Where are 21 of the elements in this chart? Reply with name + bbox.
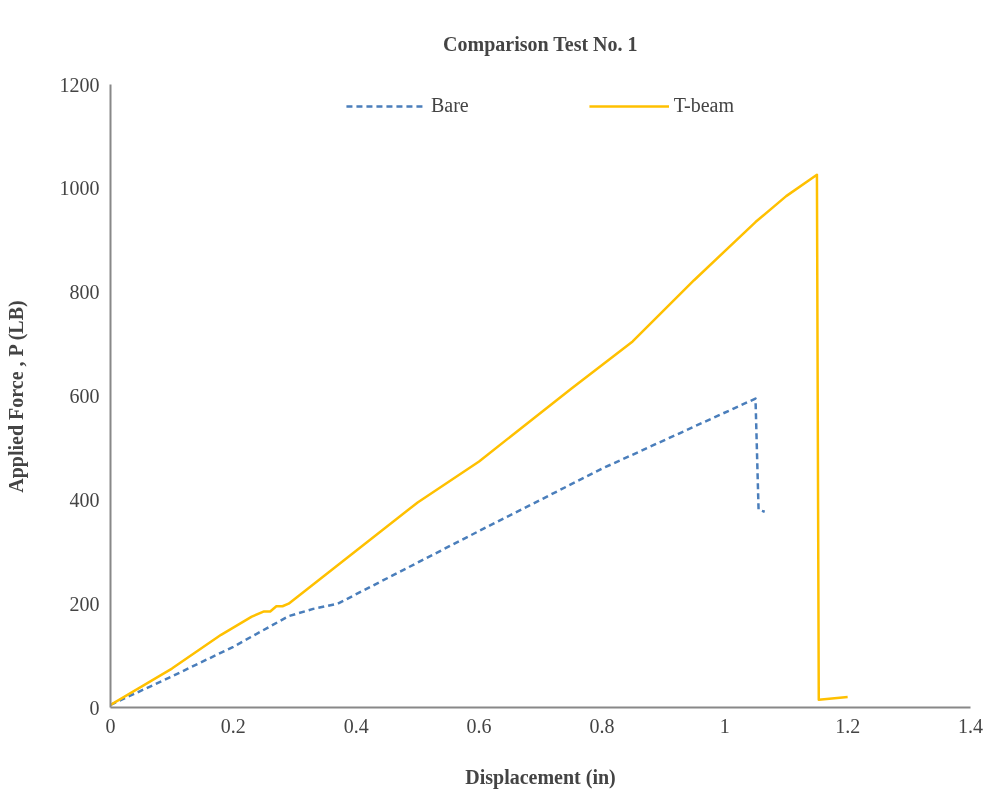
x-tick-label: 1.4 — [958, 714, 983, 737]
y-tick-label: 1200 — [59, 73, 100, 96]
legend-label: T-beam — [673, 94, 735, 117]
line-series — [110, 173, 849, 707]
x-tick-label: 0 — [105, 714, 116, 737]
legend-label: Bare — [430, 94, 469, 117]
y-tick-label: 0 — [89, 696, 100, 719]
x-tick-label: 1.2 — [835, 714, 861, 737]
y-axis-title: Applied Force , P (LB) — [4, 300, 28, 493]
x-tick-label: 0.2 — [220, 714, 246, 737]
x-tick-label: 0.4 — [343, 714, 369, 737]
y-tick-label: 400 — [69, 488, 100, 511]
y-tick-label: 200 — [69, 592, 100, 615]
x-tick-label: 1 — [719, 714, 730, 737]
x-tick-label: 0.8 — [589, 714, 615, 737]
chart-title: Comparison Test No. 1 — [443, 32, 638, 56]
y-tick-label: 800 — [69, 281, 100, 304]
x-tick-label: 0.6 — [466, 714, 492, 737]
y-tick-label: 600 — [69, 385, 100, 407]
x-axis-title: Displacement (in) — [465, 765, 616, 789]
y-tick-label: 1000 — [59, 177, 100, 200]
